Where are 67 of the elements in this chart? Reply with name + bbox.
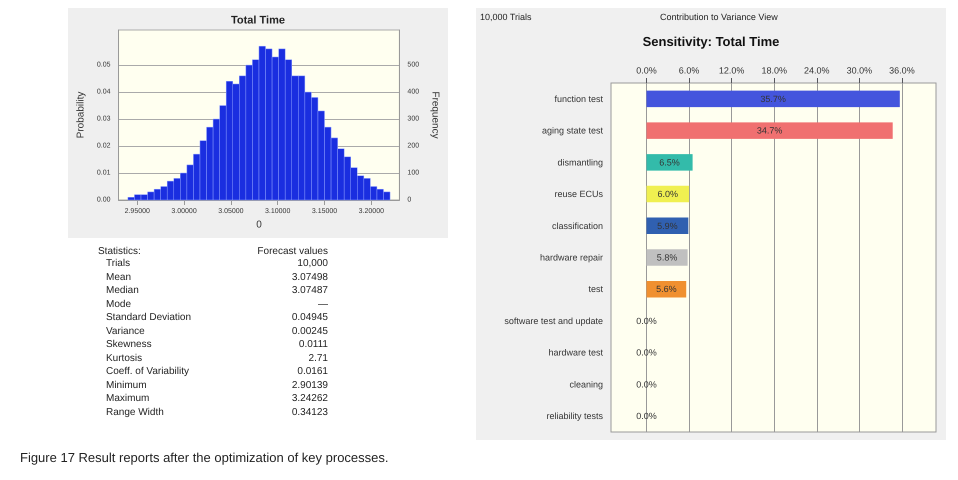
- text: 3.07487: [292, 285, 328, 296]
- y-tick-label: test: [588, 284, 604, 294]
- category-label: Variance: [106, 324, 145, 338]
- y-tick-label: dismantling: [557, 157, 603, 168]
- y-tick-label: classification: [552, 220, 603, 231]
- category-label: Median: [106, 284, 139, 298]
- x-tick-label: 18.0%: [761, 66, 787, 76]
- category-label: Trials: [106, 257, 130, 270]
- category-label: Skewness: [106, 338, 152, 352]
- category-label: Coeff. of Variability: [106, 365, 190, 378]
- text: 2.90139: [292, 380, 328, 390]
- text: 3.07498: [292, 272, 328, 282]
- y2-axis-title: Frequency: [430, 91, 440, 139]
- data-label: 34.7%: [756, 126, 782, 136]
- text: 0.0111: [298, 339, 328, 350]
- bar: [646, 122, 893, 139]
- y-tick-label: reliability tests: [546, 411, 604, 422]
- category-label: Standard Deviation: [106, 311, 192, 324]
- text: 0.0161: [297, 366, 328, 377]
- data-label: 0.0%: [636, 411, 657, 422]
- x-tick-label: 36.0%: [889, 66, 915, 76]
- data-label: 5.6%: [656, 284, 677, 294]
- data-label: 5.8%: [656, 252, 678, 262]
- x-tick-label: 0.0%: [636, 66, 657, 76]
- x-tick-label: 6.0%: [678, 66, 700, 76]
- category-label: Minimum: [106, 378, 147, 392]
- category-label: Mean: [106, 270, 132, 284]
- text: 10,000 Trials: [480, 12, 533, 22]
- text: Contribution to Variance View: [660, 12, 778, 22]
- data-label: 35.7%: [760, 94, 786, 104]
- y-tick-label: aging state test: [542, 126, 604, 136]
- text: 0.04945: [292, 312, 328, 323]
- text: Statistics:: [98, 246, 141, 257]
- chart-title: Total Time: [231, 14, 285, 26]
- y-tick-label: function test: [554, 94, 604, 104]
- x-tick-label: 30.0%: [846, 66, 872, 76]
- bar: [646, 90, 900, 108]
- caption: Figure 17 Result reports after the optimization of key processes.: [20, 450, 389, 465]
- chart-title: Sensitivity: Total Time: [642, 34, 780, 49]
- data-label: 6.5%: [659, 157, 680, 168]
- y-tick-label: software test and update: [504, 316, 603, 326]
- category-label: Kurtosis: [106, 352, 142, 365]
- y-tick-label: cleaning: [569, 379, 603, 390]
- text: Forecast values: [257, 246, 328, 257]
- y-tick-label: reuse ECUs: [554, 189, 604, 200]
- category-label: Mode: [106, 298, 132, 311]
- bar: [646, 218, 688, 234]
- data-label: 0.0%: [636, 316, 657, 326]
- data-label: 0.0%: [636, 379, 657, 390]
- x-tick-label: 24.0%: [804, 66, 830, 76]
- bar: [646, 154, 693, 171]
- y-tick-label: hardware test: [548, 348, 604, 358]
- data-label: 5.9%: [657, 220, 678, 231]
- x-axis-title: 0: [256, 220, 262, 230]
- x-tick-label: 12.0%: [718, 66, 744, 76]
- category-label: Maximum: [106, 392, 150, 406]
- text: 2.71: [308, 352, 328, 364]
- text: 3.24262: [292, 393, 328, 404]
- text: 10,000: [297, 258, 328, 269]
- y-tick-label: hardware repair: [540, 252, 603, 262]
- category-label: Range Width: [106, 406, 164, 419]
- text: —: [318, 298, 328, 310]
- text: 0.34123: [292, 406, 328, 418]
- data-label: 0.0%: [636, 348, 657, 358]
- text: 0.00245: [292, 326, 328, 336]
- data-label: 6.0%: [658, 189, 678, 200]
- y-axis-title: Probability: [76, 92, 86, 138]
